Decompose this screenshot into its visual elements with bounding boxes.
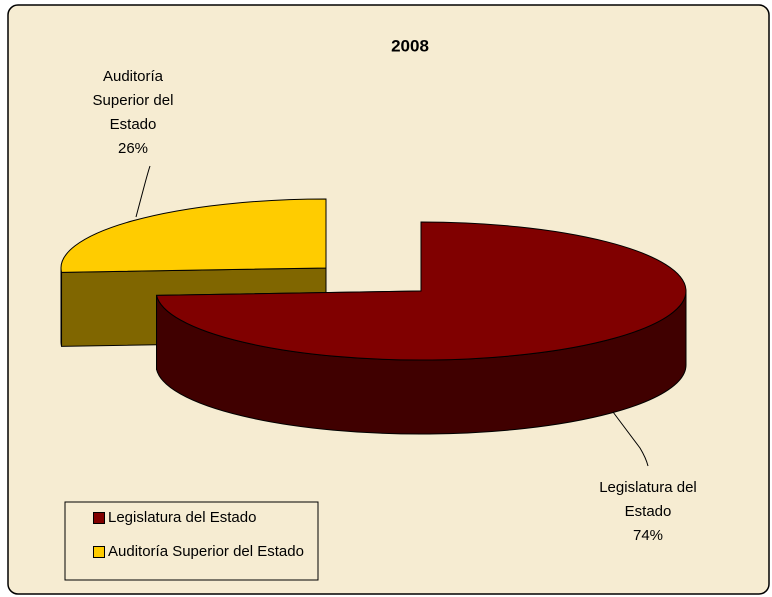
slice-side: [60, 267, 63, 347]
legend-swatch: [93, 546, 105, 558]
data-label: Auditoría Superior del Estado 26%: [78, 65, 188, 161]
leader-line: [612, 411, 649, 467]
data-label: Legislatura del Estado 74%: [578, 476, 718, 548]
data-label-value: 74%: [632, 527, 664, 544]
legend-swatch: [93, 512, 105, 524]
leader-line: [135, 165, 151, 218]
data-label-value: 26%: [117, 140, 149, 157]
pie-slice: [155, 221, 687, 435]
legend-label: Auditoría Superior del Estado: [108, 543, 304, 560]
slice-top: [60, 198, 327, 273]
slice-top: [155, 221, 687, 361]
chart-title: 2008: [391, 36, 429, 55]
data-label-name: Legislatura del Estado: [599, 479, 697, 520]
legend-label: Legislatura del Estado: [108, 509, 257, 526]
data-label-name: Auditoría Superior del Estado: [92, 68, 174, 133]
legend-box: [64, 501, 319, 581]
